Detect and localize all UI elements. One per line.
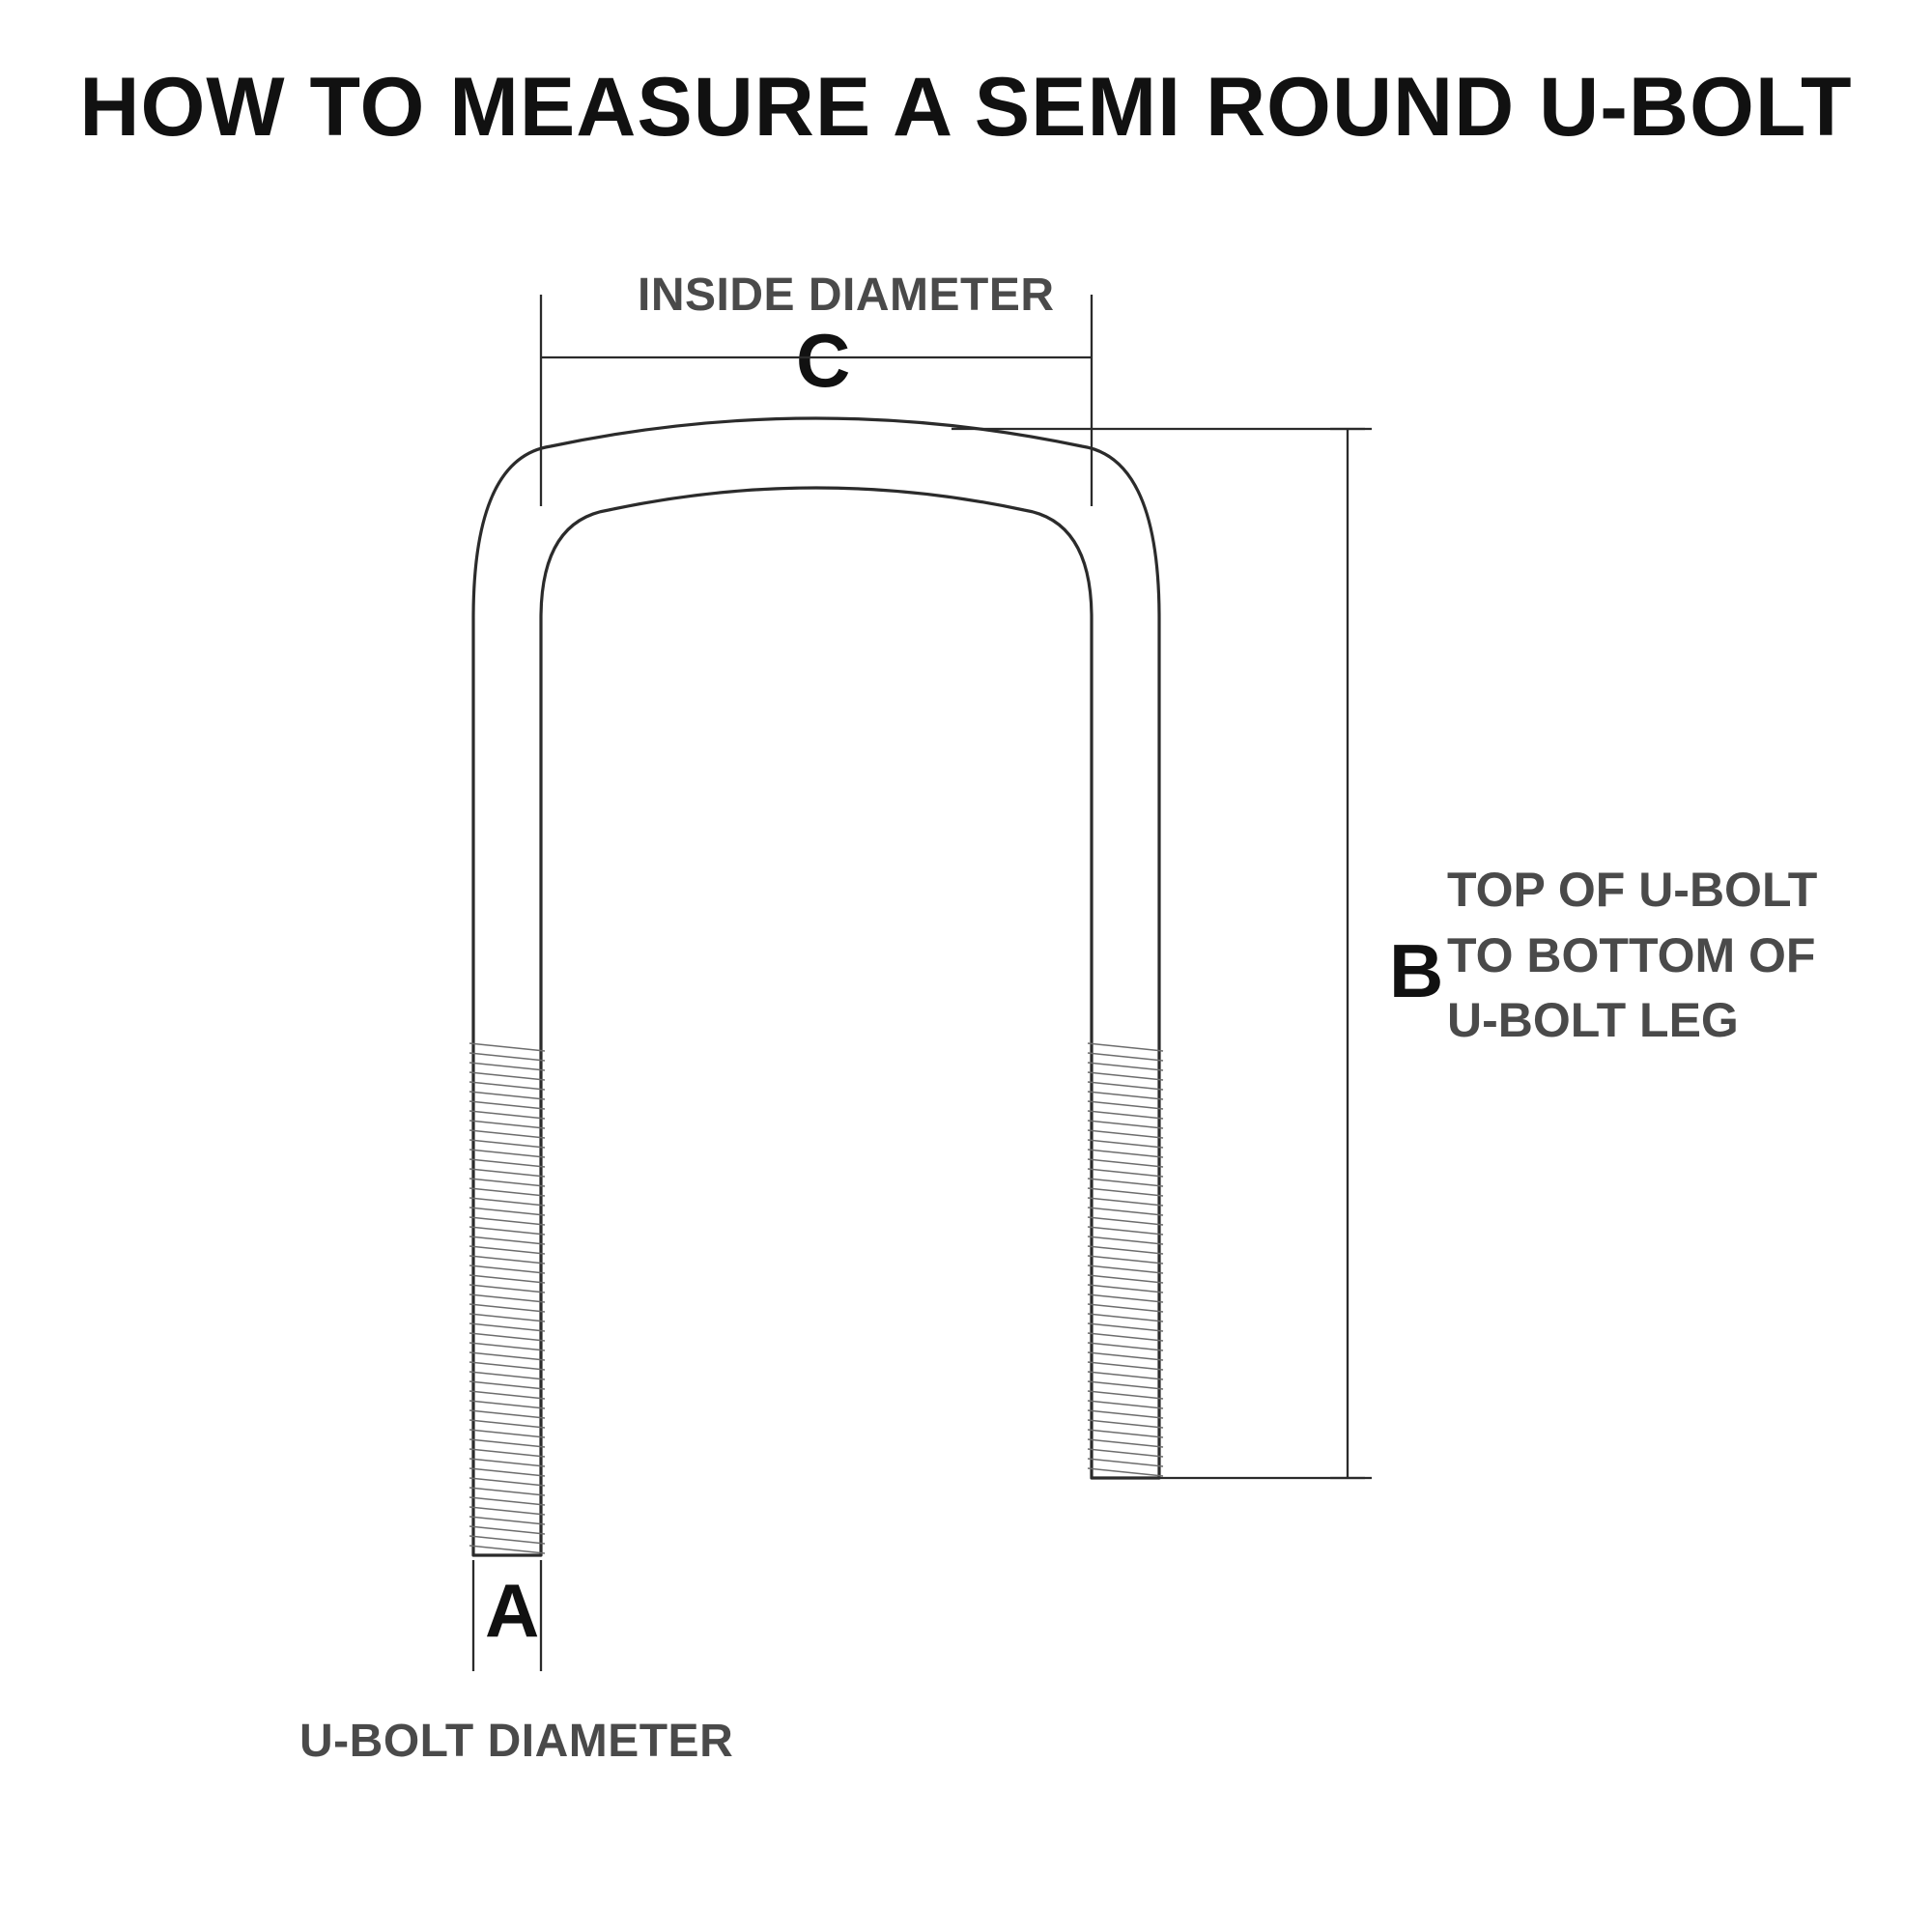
ubolt-diagram — [0, 0, 1932, 1932]
